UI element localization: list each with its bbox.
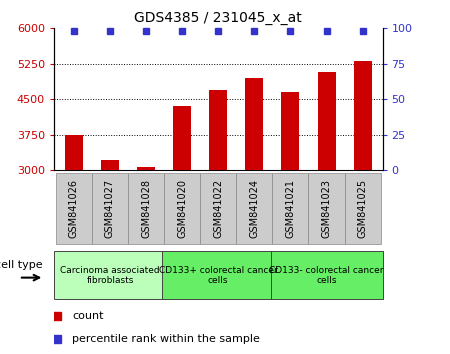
FancyBboxPatch shape <box>345 173 381 244</box>
Text: GSM841028: GSM841028 <box>141 179 151 238</box>
Text: GSM841021: GSM841021 <box>285 179 296 238</box>
Text: GSM841023: GSM841023 <box>322 179 332 238</box>
Text: count: count <box>72 311 104 321</box>
FancyBboxPatch shape <box>236 173 272 244</box>
Text: CD133- colorectal cancer
cells: CD133- colorectal cancer cells <box>269 266 384 285</box>
Bar <box>281 92 299 170</box>
Bar <box>173 106 191 170</box>
Bar <box>137 167 155 170</box>
FancyBboxPatch shape <box>56 173 92 244</box>
Bar <box>65 135 83 170</box>
FancyBboxPatch shape <box>200 173 236 244</box>
Text: cell type: cell type <box>0 260 43 270</box>
Bar <box>245 78 263 170</box>
Bar <box>318 72 336 170</box>
Bar <box>101 160 119 170</box>
Text: CD133+ colorectal cancer
cells: CD133+ colorectal cancer cells <box>159 266 278 285</box>
Bar <box>209 90 227 170</box>
FancyBboxPatch shape <box>164 173 200 244</box>
FancyBboxPatch shape <box>54 251 166 299</box>
Text: GSM841022: GSM841022 <box>213 179 223 239</box>
Title: GDS4385 / 231045_x_at: GDS4385 / 231045_x_at <box>135 11 302 24</box>
FancyBboxPatch shape <box>309 173 345 244</box>
FancyBboxPatch shape <box>270 251 382 299</box>
FancyBboxPatch shape <box>272 173 309 244</box>
Text: Carcinoma associated
fibroblasts: Carcinoma associated fibroblasts <box>60 266 160 285</box>
Text: GSM841026: GSM841026 <box>69 179 79 238</box>
Text: GSM841024: GSM841024 <box>249 179 259 238</box>
FancyBboxPatch shape <box>162 251 274 299</box>
Text: GSM841027: GSM841027 <box>105 179 115 239</box>
Text: GSM841020: GSM841020 <box>177 179 187 238</box>
Text: GSM841025: GSM841025 <box>358 179 368 239</box>
FancyBboxPatch shape <box>92 173 128 244</box>
Bar <box>354 61 372 170</box>
FancyBboxPatch shape <box>128 173 164 244</box>
Text: percentile rank within the sample: percentile rank within the sample <box>72 334 260 344</box>
